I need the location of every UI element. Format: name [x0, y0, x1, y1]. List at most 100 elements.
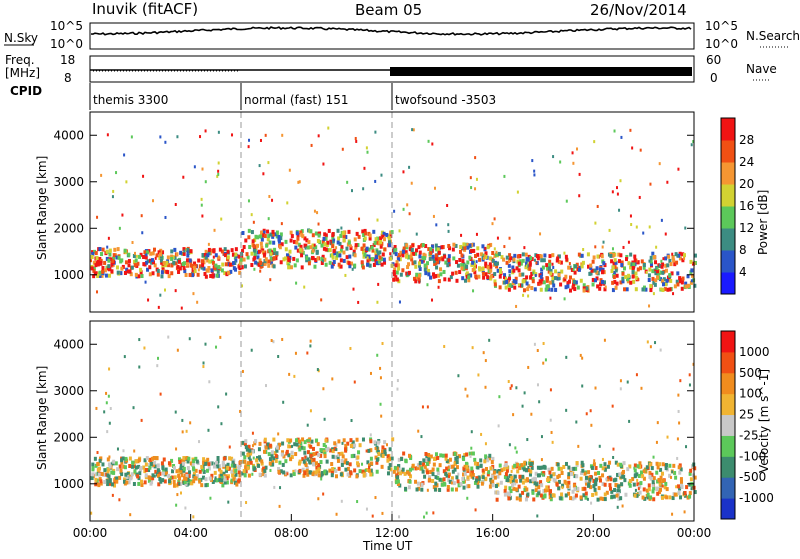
range-cell [123, 271, 127, 276]
range-cell [389, 252, 392, 256]
range-cell [598, 267, 602, 272]
range-cell [602, 240, 605, 244]
range-cell [234, 258, 238, 263]
range-cell [269, 256, 273, 261]
range-cell [567, 491, 571, 496]
range-cell [491, 250, 495, 255]
range-cell [437, 257, 441, 262]
range-cell [589, 271, 593, 276]
y-tick-label: 1000 [53, 268, 84, 282]
range-cell [317, 462, 321, 467]
range-cell [157, 305, 160, 309]
range-cell [491, 456, 495, 461]
range-cell [535, 254, 539, 259]
range-cell [96, 467, 100, 472]
range-cell [241, 231, 245, 236]
range-cell [394, 247, 398, 252]
range-cell [620, 482, 624, 487]
range-cell [336, 458, 340, 463]
range-cell [361, 260, 364, 264]
range-cell [325, 242, 329, 247]
range-cell [629, 252, 633, 257]
range-cell [404, 486, 408, 491]
range-cell [559, 282, 563, 287]
range-cell [128, 269, 132, 274]
range-cell [393, 267, 397, 272]
range-cell [363, 228, 367, 233]
range-cell [194, 468, 198, 473]
station-title: Inuvik (fitACF) [92, 0, 198, 18]
range-cell [94, 477, 98, 482]
range-cell [152, 455, 156, 460]
range-cell [474, 187, 477, 191]
range-cell [690, 143, 693, 147]
range-cell [284, 247, 288, 252]
range-cell [678, 276, 682, 281]
range-cell [528, 266, 532, 271]
range-cell [131, 460, 135, 465]
range-cell [149, 462, 153, 467]
range-cell [508, 443, 511, 447]
range-cell [257, 463, 261, 468]
range-cell [178, 482, 181, 486]
range-cell [488, 338, 491, 342]
range-cell [601, 473, 605, 478]
range-cell [264, 465, 268, 470]
range-cell [559, 496, 563, 501]
range-cell [590, 423, 593, 427]
range-cell [466, 394, 469, 398]
range-cell [204, 249, 208, 254]
range-cell [96, 273, 100, 278]
range-cell [335, 246, 338, 250]
range-cell [362, 469, 366, 474]
range-cell [226, 465, 230, 470]
range-cell [629, 265, 633, 270]
range-cell [216, 459, 220, 464]
range-cell [223, 271, 227, 276]
range-cell [509, 479, 513, 484]
range-cell [115, 479, 119, 484]
range-cell [119, 271, 123, 276]
range-cell [306, 450, 310, 455]
range-cell [406, 470, 410, 475]
range-cell [581, 468, 585, 473]
range-cell [241, 369, 244, 373]
range-cell [576, 285, 580, 290]
range-cell [142, 262, 146, 267]
range-cell [286, 201, 289, 205]
range-cell [515, 487, 519, 492]
range-cell [93, 456, 97, 461]
range-cell [204, 477, 208, 482]
range-cell [305, 439, 308, 443]
range-cell [340, 226, 343, 230]
freq-label-2: [MHz] [5, 66, 40, 80]
range-cell [369, 433, 372, 437]
range-cell [540, 465, 544, 470]
range-cell [505, 279, 509, 284]
range-cell [329, 448, 333, 453]
range-cell [652, 280, 656, 285]
range-cell [477, 373, 480, 377]
range-cell [494, 490, 498, 495]
range-cell [333, 238, 336, 242]
range-cell [602, 261, 606, 266]
range-cell [202, 361, 205, 365]
range-cell [598, 478, 602, 483]
range-cell [423, 515, 426, 519]
range-cell [324, 236, 328, 241]
range-cell [460, 263, 464, 268]
range-cell [120, 460, 124, 465]
range-cell [256, 235, 260, 240]
range-cell [587, 264, 591, 269]
range-cell [552, 155, 555, 159]
range-cell [573, 487, 577, 492]
range-cell [273, 485, 276, 489]
range-cell [491, 483, 495, 488]
range-cell [271, 232, 275, 237]
range-cell [572, 483, 576, 488]
range-cell [555, 482, 559, 487]
range-cell [560, 492, 564, 497]
range-cell [536, 348, 539, 352]
range-cell [149, 251, 153, 256]
range-cell [683, 491, 687, 496]
